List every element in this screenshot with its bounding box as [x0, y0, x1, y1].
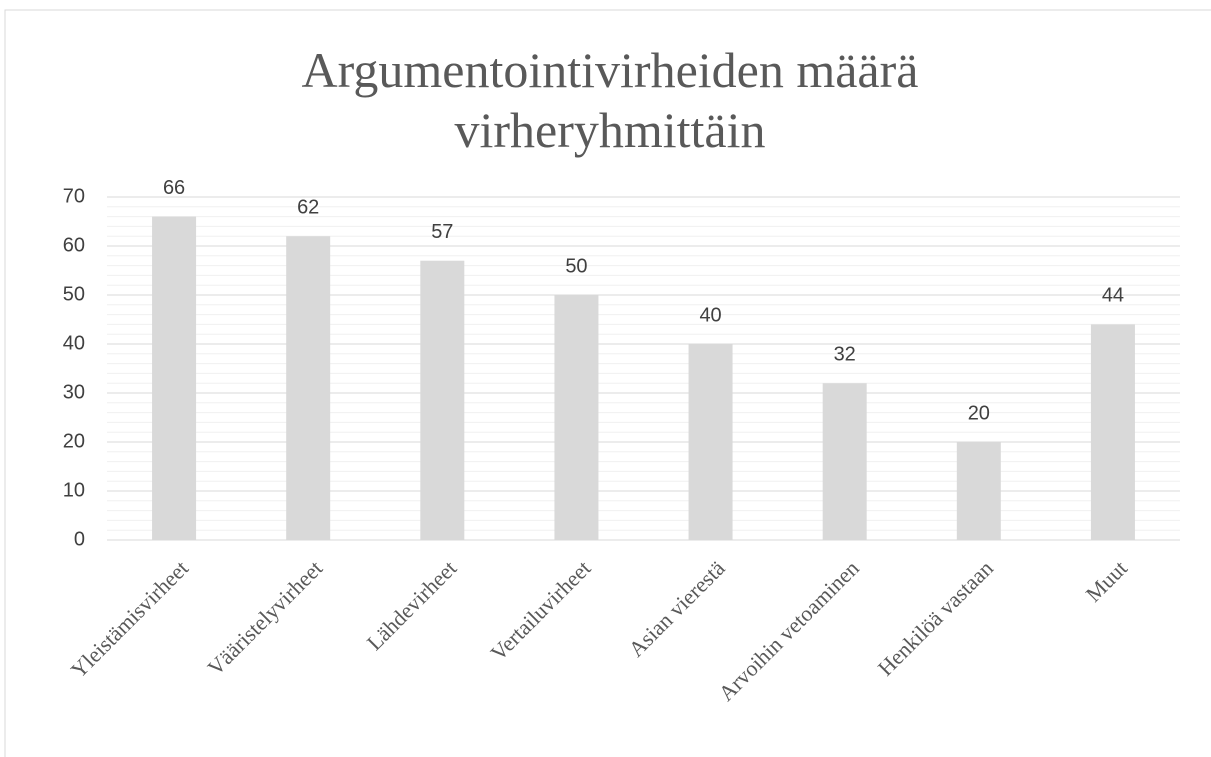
y-tick-label: 50: [63, 283, 85, 305]
bar: [554, 295, 599, 540]
x-tick-label: Arvoihin vetoaminen: [713, 555, 863, 705]
x-tick-label: Vääristelyvirheet: [202, 555, 327, 680]
chart-title: Argumentointivirheiden määrä virheryhmit…: [301, 42, 919, 158]
y-tick-label: 20: [63, 430, 85, 452]
data-label: 20: [968, 402, 990, 424]
bar: [822, 383, 867, 540]
data-label: 62: [297, 196, 319, 218]
data-label: 32: [834, 343, 856, 365]
x-tick-label: Henkilöä vastaan: [873, 555, 998, 680]
x-tick-label: Vertailuvirheet: [485, 555, 595, 665]
x-tick-label: Yleistämisvirheet: [66, 555, 193, 682]
y-tick-label: 40: [63, 332, 85, 354]
bar: [956, 442, 1001, 540]
bar: [688, 344, 733, 540]
y-tick-label: 0: [74, 528, 85, 550]
bar: [286, 236, 331, 540]
data-label: 66: [163, 177, 185, 199]
data-label: 50: [565, 255, 587, 277]
y-tick-label: 30: [63, 381, 85, 403]
bar: [152, 216, 197, 540]
x-tick-label: Muut: [1081, 555, 1132, 606]
data-label: 40: [699, 304, 721, 326]
bar: [420, 260, 465, 540]
bar: [1090, 324, 1135, 540]
y-tick-label: 10: [63, 479, 85, 501]
x-tick-label: Lähdevirheet: [362, 555, 462, 655]
x-tick-label: Asian vierestä: [623, 555, 729, 661]
y-tick-label: 70: [63, 185, 85, 207]
data-label: 57: [431, 221, 453, 243]
chart-frame: [4, 9, 1211, 757]
data-label: 44: [1102, 285, 1124, 307]
y-tick-label: 60: [63, 234, 85, 256]
